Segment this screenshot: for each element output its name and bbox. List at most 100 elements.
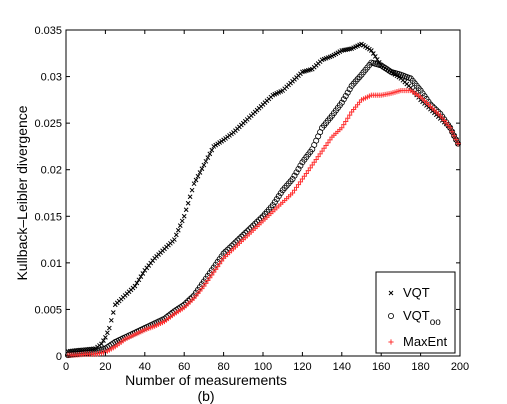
x-axis-label: Number of measurements <box>125 372 287 388</box>
data-point <box>99 341 104 347</box>
data-point <box>207 275 213 281</box>
data-point <box>451 133 457 139</box>
data-marks <box>64 41 462 359</box>
data-point <box>108 317 114 323</box>
data-point <box>453 137 459 143</box>
legend-label-vqt-oo: VQToo <box>403 308 441 328</box>
data-point <box>181 213 187 219</box>
data-point <box>105 330 110 336</box>
data-point <box>293 169 300 176</box>
data-point <box>309 162 315 168</box>
data-point <box>315 154 321 160</box>
data-point <box>197 170 203 175</box>
x-tick-label: 160 <box>372 361 390 373</box>
data-point <box>201 162 207 168</box>
legend-marker-1 <box>387 312 394 319</box>
data-point <box>103 335 108 340</box>
data-point <box>305 168 311 174</box>
data-point <box>171 237 177 242</box>
data-point <box>187 194 193 200</box>
y-axis-label: Kullback–Leibler divergence <box>14 105 30 280</box>
legend-marker-2 <box>388 339 394 345</box>
data-point <box>201 283 207 289</box>
data-point <box>179 218 185 224</box>
data-point <box>175 227 181 233</box>
data-point <box>199 166 205 172</box>
data-point <box>303 170 309 177</box>
data-point <box>297 162 304 169</box>
data-point <box>203 158 209 164</box>
x-tick-label: 40 <box>139 361 151 373</box>
data-point <box>374 57 380 62</box>
data-point <box>341 122 347 128</box>
x-tick-label: 20 <box>99 361 111 373</box>
chart-caption: (b) <box>197 388 214 404</box>
x-tick-label: 80 <box>217 361 229 373</box>
data-point <box>203 280 209 286</box>
data-point <box>455 141 461 147</box>
x-tick-label: 180 <box>411 361 429 373</box>
data-point <box>275 193 282 200</box>
data-point <box>340 96 347 103</box>
data-point <box>273 196 280 203</box>
y-tick-label: 0.035 <box>34 25 62 37</box>
x-tick-label: 120 <box>293 361 311 373</box>
data-point <box>205 277 211 284</box>
legend-label-vqt-oo-subscript: oo <box>430 317 442 328</box>
data-point <box>295 165 302 172</box>
data-point <box>338 99 345 106</box>
legend-marks <box>387 290 394 345</box>
data-point <box>189 187 195 193</box>
data-point <box>269 202 276 209</box>
data-point <box>370 51 376 56</box>
data-point <box>193 177 199 183</box>
data-point <box>185 200 191 206</box>
y-tick-label: 0.025 <box>34 118 62 130</box>
y-tick-label: 0.01 <box>41 258 62 270</box>
data-point <box>313 156 319 163</box>
data-point <box>319 148 325 154</box>
data-point <box>209 147 215 153</box>
data-point <box>195 173 201 179</box>
x-tick-label: 100 <box>254 361 272 373</box>
data-point <box>134 280 140 286</box>
legend-box <box>375 271 456 354</box>
x-tick-label: 0 <box>63 361 69 373</box>
data-point <box>219 258 225 264</box>
data-point <box>132 283 138 289</box>
data-point <box>295 182 302 188</box>
y-tick-label: 0.02 <box>41 165 62 177</box>
data-point <box>327 137 333 143</box>
legend-label-maxent: MaxEnt <box>403 334 447 349</box>
data-point <box>213 266 219 272</box>
data-point <box>106 325 112 331</box>
data-point <box>311 159 317 165</box>
data-point <box>217 261 223 267</box>
legend: VQT VQToo MaxEnt <box>375 271 456 354</box>
data-point <box>299 176 305 182</box>
x-tick-label: 200 <box>451 361 469 373</box>
data-point <box>207 151 213 157</box>
data-point <box>368 48 374 53</box>
x-tick-label: 60 <box>178 361 190 373</box>
data-point <box>293 184 300 191</box>
data-point <box>138 274 144 279</box>
data-point <box>289 190 296 196</box>
data-point <box>345 115 351 121</box>
y-axis-ticks: 0 0.005 0.01 0.015 0.02 0.025 0.03 0.035 <box>34 25 460 363</box>
data-point <box>211 269 217 275</box>
data-point <box>347 112 353 118</box>
y-tick-label: 0.005 <box>34 304 62 316</box>
data-point <box>183 207 189 213</box>
data-point <box>177 223 183 228</box>
data-point <box>325 140 331 146</box>
data-point <box>447 125 453 131</box>
data-point <box>343 118 349 125</box>
data-point <box>342 92 349 99</box>
data-point <box>344 89 351 96</box>
data-point <box>321 145 327 151</box>
data-point <box>191 181 197 187</box>
data-point <box>140 271 146 276</box>
data-point <box>291 187 298 193</box>
legend-label-vqt-oo-base: VQT <box>403 308 430 323</box>
